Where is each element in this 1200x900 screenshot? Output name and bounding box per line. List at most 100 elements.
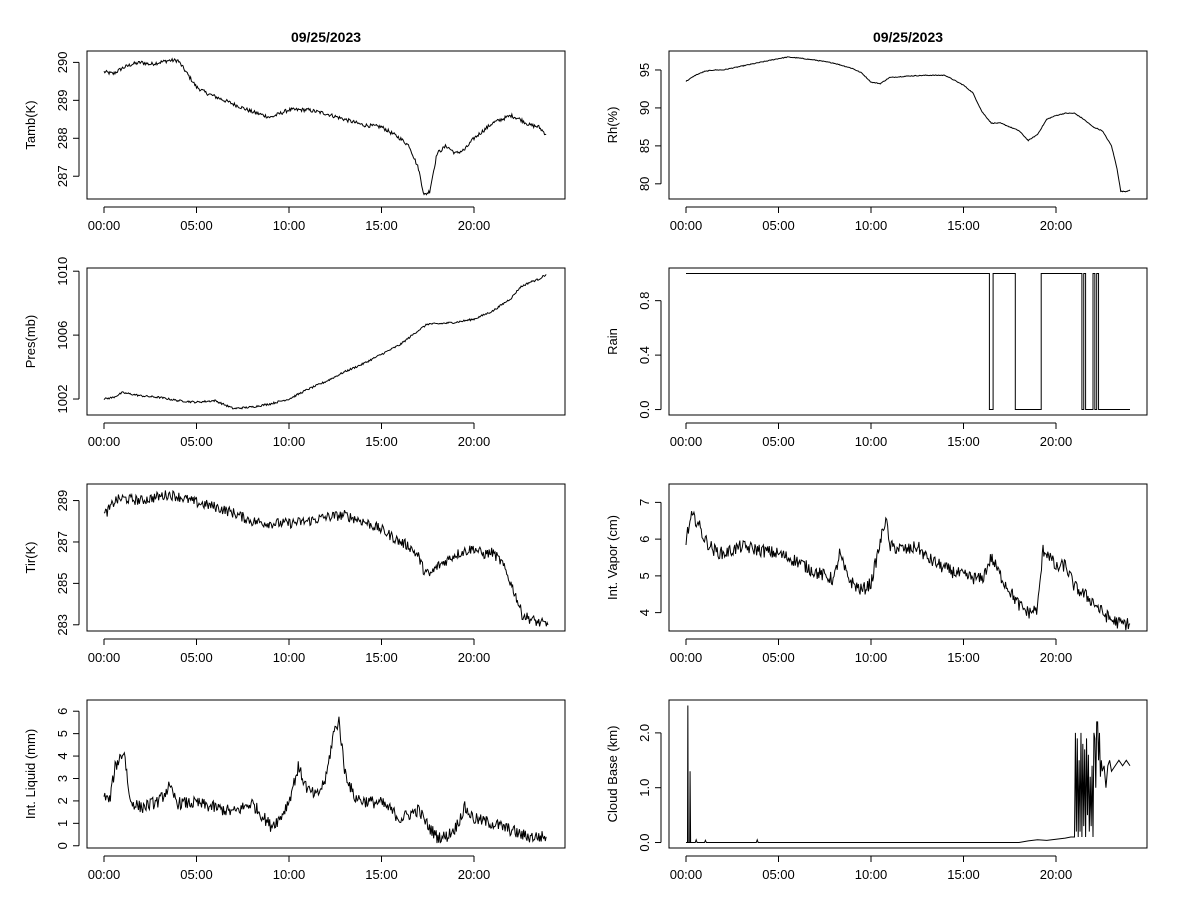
x-tick-label: 20:00 [1040, 867, 1073, 882]
plot-frame [668, 483, 1148, 632]
x-tick-label: 15:00 [947, 218, 980, 233]
y-tick-label: 1010 [55, 257, 70, 286]
series-line [103, 716, 547, 844]
chart-title: 09/25/2023 [873, 29, 943, 45]
series-line [685, 510, 1131, 631]
y-axis-label: Int. Liquid (mm) [23, 729, 38, 819]
x-tick-label: 00:00 [670, 867, 703, 882]
y-tick-label: 80 [637, 177, 652, 191]
series-line [103, 274, 547, 410]
x-tick-label: 15:00 [947, 867, 980, 882]
y-tick-label: 289 [55, 89, 70, 111]
y-tick-label: 1.0 [637, 779, 652, 797]
x-tick-label: 15:00 [947, 434, 980, 449]
x-tick-label: 05:00 [762, 867, 795, 882]
x-tick-label: 20:00 [1040, 434, 1073, 449]
x-tick-label: 10:00 [273, 650, 306, 665]
y-tick-label: 287 [55, 531, 70, 553]
y-axis-label: Rh(%) [605, 107, 620, 144]
y-axis-label: Tamb(K) [23, 100, 38, 149]
x-tick-label: 10:00 [855, 218, 888, 233]
series-line [686, 705, 1131, 844]
y-tick-label: 3 [55, 775, 70, 782]
x-tick-label: 20:00 [1040, 650, 1073, 665]
y-tick-label: 7 [637, 499, 652, 506]
x-tick-label: 10:00 [855, 434, 888, 449]
plot-frame [86, 699, 566, 849]
y-tick-label: 288 [55, 127, 70, 149]
y-tick-label: 95 [637, 63, 652, 77]
y-tick-label: 1006 [55, 321, 70, 350]
x-tick-label: 20:00 [458, 650, 491, 665]
x-tick-label: 20:00 [458, 218, 491, 233]
x-tick-label: 15:00 [365, 434, 398, 449]
plot-frame [668, 50, 1148, 200]
x-tick-label: 15:00 [947, 650, 980, 665]
x-tick-label: 00:00 [88, 650, 121, 665]
x-tick-label: 20:00 [1040, 218, 1073, 233]
y-tick-label: 85 [637, 139, 652, 153]
x-tick-label: 00:00 [88, 867, 121, 882]
y-tick-label: 285 [55, 573, 70, 595]
series-line [685, 56, 1131, 193]
x-tick-label: 05:00 [762, 218, 795, 233]
series-line [103, 57, 547, 196]
panel-4: 00:00 05:00 10:00 15:00 20:00 283 285 287 289 Tir… [23, 483, 566, 665]
y-axis-label: Pres(mb) [23, 315, 38, 368]
x-tick-label: 05:00 [180, 434, 213, 449]
y-tick-label: 290 [55, 52, 70, 74]
y-tick-label: 2.0 [637, 724, 652, 742]
x-tick-label: 05:00 [180, 867, 213, 882]
plot-frame [86, 50, 566, 200]
panel-2: 00:00 05:00 10:00 15:00 20:00 1002 1006 1010 Pre… [23, 257, 566, 449]
x-tick-label: 05:00 [180, 650, 213, 665]
plot-frame [86, 267, 566, 416]
y-tick-label: 5 [637, 572, 652, 579]
y-tick-label: 1002 [55, 385, 70, 414]
panel-7: 00:00 05:00 10:00 15:00 20:00 0.0 1.0 2.0 Cloud … [605, 699, 1148, 882]
x-tick-label: 00:00 [88, 434, 121, 449]
series-line [103, 489, 549, 627]
x-tick-label: 00:00 [670, 434, 703, 449]
plot-frame [668, 699, 1148, 849]
x-tick-label: 15:00 [365, 218, 398, 233]
panel-6: 00:00 05:00 10:00 15:00 20:00 0 1 2 3 4 5 6 Int. Liq… [23, 699, 566, 882]
y-axis-label: Rain [605, 328, 620, 355]
x-tick-label: 20:00 [458, 434, 491, 449]
panel-5: 00:00 05:00 10:00 15:00 20:00 4 5 6 7 Int. Vapor … [605, 483, 1148, 665]
y-axis-label: Cloud Base (km) [605, 726, 620, 823]
y-tick-label: 4 [55, 752, 70, 759]
x-tick-label: 10:00 [273, 867, 306, 882]
panel-3: 00:00 05:00 10:00 15:00 20:00 0.0 0.4 0.8 Rain [605, 267, 1148, 449]
x-tick-label: 10:00 [855, 650, 888, 665]
y-tick-label: 90 [637, 101, 652, 115]
x-tick-label: 05:00 [762, 650, 795, 665]
y-tick-label: 1 [55, 820, 70, 827]
y-tick-label: 0.0 [637, 401, 652, 419]
y-tick-label: 0.8 [637, 292, 652, 310]
y-tick-label: 6 [55, 708, 70, 715]
y-axis-label: Tir(K) [23, 541, 38, 573]
x-tick-label: 10:00 [273, 434, 306, 449]
x-tick-label: 00:00 [670, 218, 703, 233]
y-tick-label: 0.0 [637, 833, 652, 851]
plot-frame [86, 483, 566, 632]
x-tick-label: 15:00 [365, 867, 398, 882]
x-tick-label: 20:00 [458, 867, 491, 882]
x-tick-label: 10:00 [855, 867, 888, 882]
x-tick-label: 00:00 [88, 218, 121, 233]
plot-frame [668, 267, 1148, 416]
y-tick-label: 289 [55, 490, 70, 512]
y-tick-label: 6 [637, 536, 652, 543]
y-axis-label: Int. Vapor (cm) [605, 515, 620, 600]
series-line [686, 272, 1130, 411]
x-tick-label: 15:00 [365, 650, 398, 665]
y-tick-label: 4 [637, 609, 652, 616]
y-tick-label: 287 [55, 165, 70, 187]
y-tick-label: 0 [55, 842, 70, 849]
panel-0: 09/25/2023 00:00 05:00 10:00 15:00 20:00 287 28… [23, 29, 566, 233]
x-tick-label: 05:00 [762, 434, 795, 449]
y-tick-label: 5 [55, 730, 70, 737]
y-tick-label: 2 [55, 797, 70, 804]
